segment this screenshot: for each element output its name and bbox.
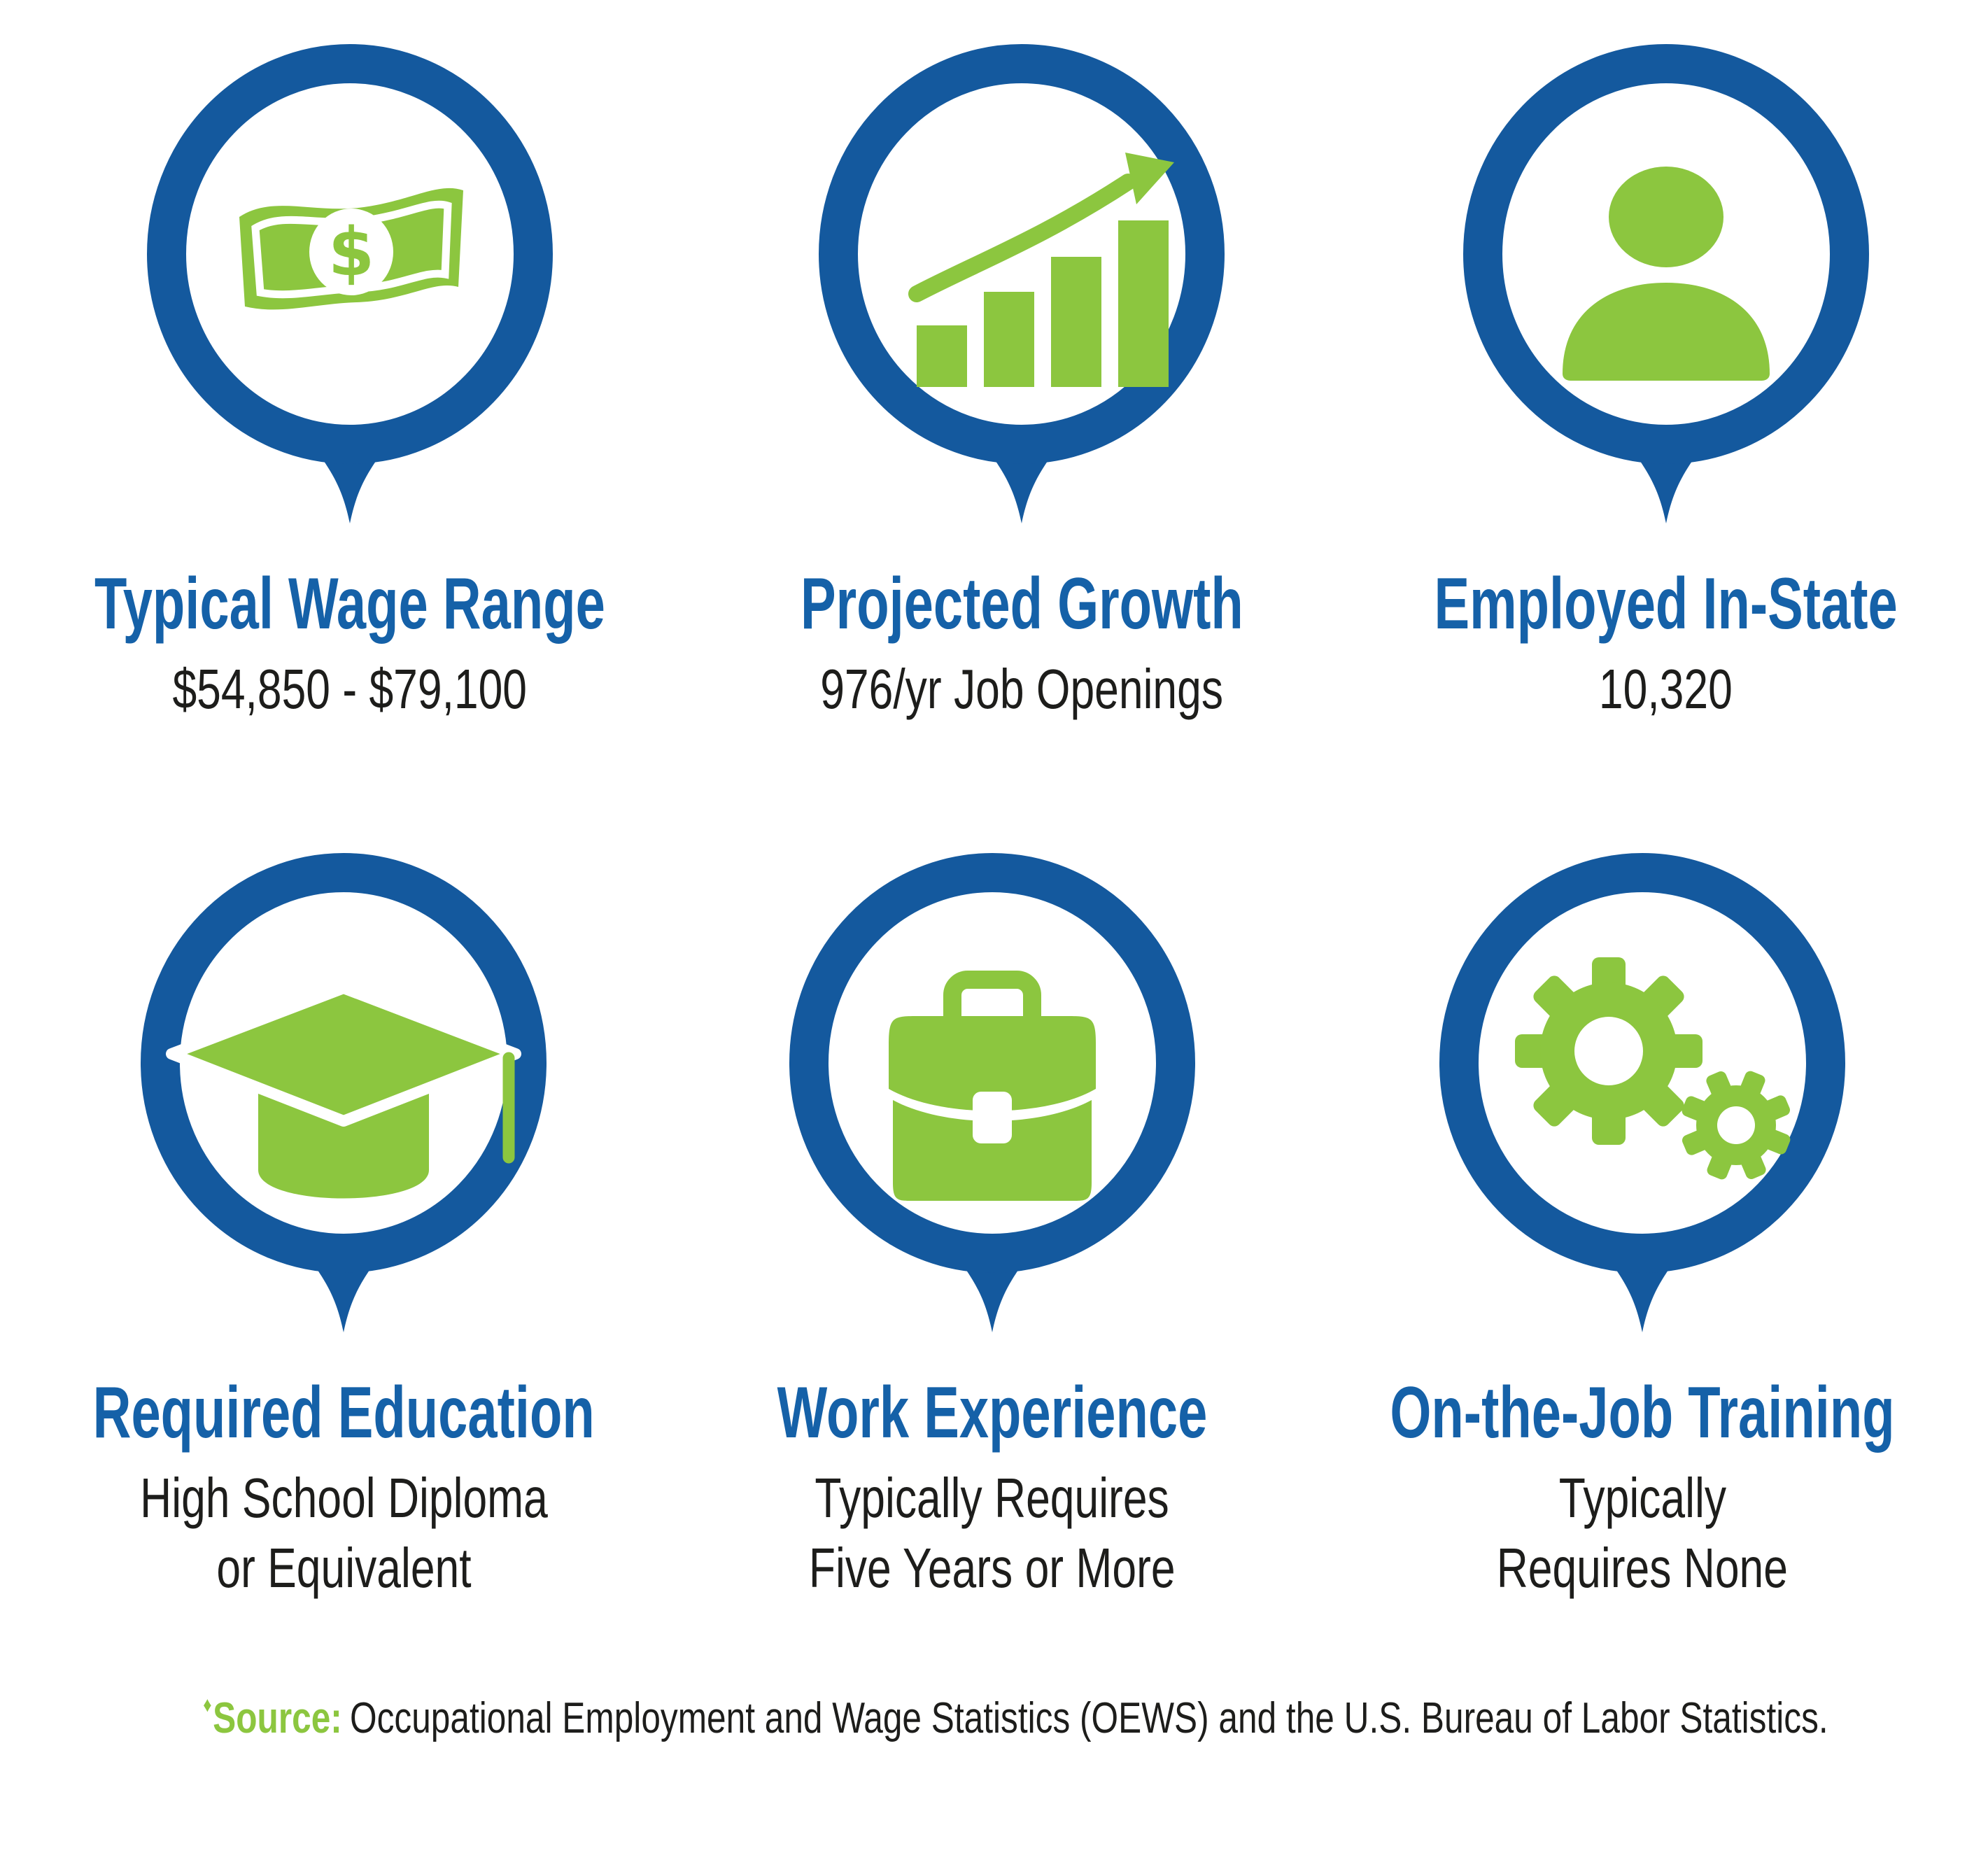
card-title: Required Education	[92, 1372, 595, 1453]
card-value: 10,320	[1599, 657, 1733, 720]
bar-chart	[908, 153, 1175, 387]
stats-row-bottom: Required Education High School Diploma o…	[0, 843, 1988, 1604]
person	[1562, 167, 1770, 381]
stat-card-growth: Projected Growth 976/yr Job Openings	[700, 34, 1344, 725]
stats-row-top: $ Typical Wage Range $54,850 - $79,100 P…	[0, 34, 1988, 725]
card-title: Typical Wage Range	[94, 563, 605, 644]
growth-chart-icon	[819, 44, 1225, 523]
stat-card-employed: Employed In-State 10,320	[1344, 34, 1988, 725]
card-value: Typically Requires None	[1496, 1466, 1789, 1600]
card-value: High School Diploma or Equivalent	[139, 1466, 548, 1600]
briefcase	[888, 970, 1096, 1201]
source-label: Source:	[213, 1694, 342, 1743]
card-title: Employed In-State	[1434, 563, 1898, 644]
stat-card-education: Required Education High School Diploma o…	[0, 843, 687, 1604]
money-icon: $	[146, 44, 553, 523]
footnote-diamond-icon: ♦	[203, 1693, 212, 1717]
stat-card-experience: Work Experience Typically Requires Five …	[687, 843, 1297, 1604]
stat-card-training: On-the-Job Training Typically Requires N…	[1297, 843, 1988, 1604]
graduation-cap-icon	[141, 852, 547, 1332]
person-icon	[1462, 44, 1869, 523]
gears	[1515, 957, 1791, 1180]
card-title: Projected Growth	[800, 563, 1243, 644]
card-title: Work Experience	[777, 1372, 1208, 1453]
briefcase-icon	[789, 852, 1195, 1332]
svg-text:$: $	[328, 214, 374, 291]
card-title: On-the-Job Training	[1390, 1372, 1895, 1453]
source-footnote: ♦Source: Occupational Employment and Wage…	[0, 1693, 1988, 1743]
source-text: Occupational Employment and Wage Statist…	[350, 1694, 1828, 1743]
gears-icon	[1439, 852, 1846, 1332]
money-bill: $	[239, 188, 463, 310]
card-value: 976/yr Job Openings	[820, 657, 1223, 720]
card-value: $54,850 - $79,100	[172, 657, 528, 720]
card-value: Typically Requires Five Years or More	[808, 1466, 1176, 1600]
graduation-cap	[166, 982, 522, 1199]
stat-card-wage: $ Typical Wage Range $54,850 - $79,100	[0, 34, 700, 725]
